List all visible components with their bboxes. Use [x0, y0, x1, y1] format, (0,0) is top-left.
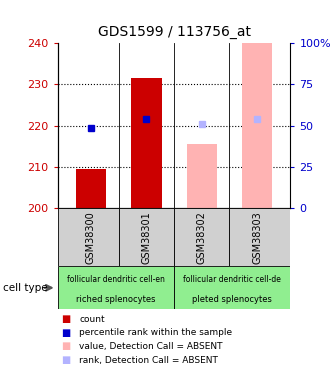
Bar: [229, 208, 290, 266]
Text: follicular dendritic cell-en: follicular dendritic cell-en: [67, 274, 165, 284]
Text: ■: ■: [61, 342, 70, 351]
Bar: [174, 266, 290, 309]
Text: ■: ■: [61, 355, 70, 365]
Text: GSM38302: GSM38302: [197, 211, 207, 264]
Bar: [76, 169, 106, 208]
Text: follicular dendritic cell-de: follicular dendritic cell-de: [183, 274, 281, 284]
Bar: [58, 208, 119, 266]
Text: cell type: cell type: [3, 283, 48, 293]
Text: ■: ■: [61, 328, 70, 338]
Bar: [58, 266, 174, 309]
Bar: [119, 208, 174, 266]
Text: GSM38303: GSM38303: [252, 211, 262, 264]
Text: ■: ■: [61, 314, 70, 324]
Text: GSM38300: GSM38300: [86, 211, 96, 264]
Bar: [242, 43, 272, 208]
Bar: [186, 144, 217, 208]
Text: riched splenocytes: riched splenocytes: [76, 296, 156, 304]
Text: percentile rank within the sample: percentile rank within the sample: [79, 328, 232, 337]
Text: value, Detection Call = ABSENT: value, Detection Call = ABSENT: [79, 342, 223, 351]
Bar: [174, 208, 229, 266]
Text: count: count: [79, 315, 105, 324]
Title: GDS1599 / 113756_at: GDS1599 / 113756_at: [98, 26, 250, 39]
Text: pleted splenocytes: pleted splenocytes: [192, 296, 272, 304]
Text: rank, Detection Call = ABSENT: rank, Detection Call = ABSENT: [79, 356, 218, 365]
Text: GSM38301: GSM38301: [141, 211, 151, 264]
Bar: [131, 78, 162, 208]
